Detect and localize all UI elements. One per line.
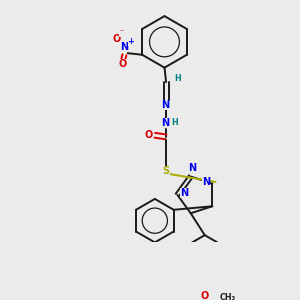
Text: O: O (112, 34, 121, 44)
Text: ⁻: ⁻ (119, 28, 123, 37)
Text: N: N (161, 100, 170, 110)
Text: S: S (163, 166, 170, 176)
Text: O: O (144, 130, 152, 140)
Text: +: + (128, 38, 134, 46)
Text: CH₃: CH₃ (219, 293, 236, 300)
Text: N: N (161, 118, 170, 128)
Text: H: H (174, 74, 181, 83)
Text: N: N (120, 42, 128, 52)
Text: O: O (119, 59, 127, 69)
Text: H: H (171, 118, 178, 127)
Text: N: N (202, 177, 210, 187)
Text: O: O (201, 291, 209, 300)
Text: N: N (180, 188, 188, 198)
Text: N: N (188, 164, 196, 173)
